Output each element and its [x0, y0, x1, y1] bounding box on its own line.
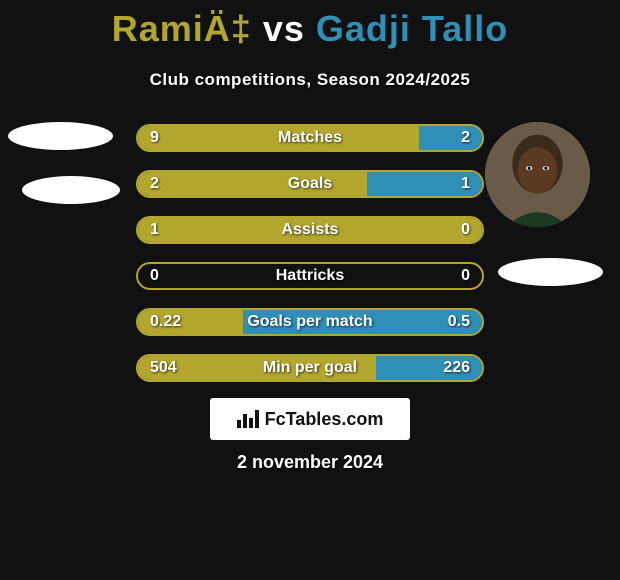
stat-value-left: 1: [138, 221, 198, 239]
stat-row: 1Assists0: [136, 216, 484, 244]
stat-row: 504Min per goal226: [136, 354, 484, 382]
decorative-ellipse: [8, 122, 113, 150]
stat-row: 0.22Goals per match0.5: [136, 308, 484, 336]
person-icon: [485, 122, 590, 227]
stat-value-left: 504: [138, 359, 198, 377]
stat-label: Hattricks: [198, 267, 422, 285]
brand-text: FcTables.com: [265, 409, 384, 430]
stat-value-left: 0: [138, 267, 198, 285]
stat-row: 0Hattricks0: [136, 262, 484, 290]
stat-label: Assists: [198, 221, 422, 239]
decorative-ellipse: [22, 176, 120, 204]
stat-value-right: 0.5: [422, 313, 482, 331]
stat-value-right: 0: [422, 267, 482, 285]
stat-row: 2Goals1: [136, 170, 484, 198]
brand-logo[interactable]: FcTables.com: [210, 398, 410, 440]
stat-label: Goals per match: [198, 313, 422, 331]
stat-value-left: 0.22: [138, 313, 198, 331]
title-player-right: Gadji Tallo: [316, 8, 508, 49]
decorative-ellipse: [498, 258, 603, 286]
stats-table: 9Matches22Goals11Assists00Hattricks00.22…: [136, 124, 484, 400]
stat-label: Min per goal: [198, 359, 422, 377]
stat-row: 9Matches2: [136, 124, 484, 152]
stat-value-right: 226: [422, 359, 482, 377]
bar-chart-icon: [237, 410, 259, 428]
page-title: RamiÄ‡ vs Gadji Tallo: [0, 0, 620, 50]
subtitle: Club competitions, Season 2024/2025: [0, 70, 620, 90]
stat-value-right: 1: [422, 175, 482, 193]
footer-date: 2 november 2024: [0, 452, 620, 473]
comparison-card: RamiÄ‡ vs Gadji Tallo Club competitions,…: [0, 0, 620, 90]
title-vs: vs: [252, 8, 316, 49]
stat-label: Goals: [198, 175, 422, 193]
stat-value-right: 0: [422, 221, 482, 239]
stat-value-left: 2: [138, 175, 198, 193]
stat-value-left: 9: [138, 129, 198, 147]
title-player-left: RamiÄ‡: [112, 8, 252, 49]
avatar-right: [485, 122, 590, 227]
stat-value-right: 2: [422, 129, 482, 147]
stat-label: Matches: [198, 129, 422, 147]
